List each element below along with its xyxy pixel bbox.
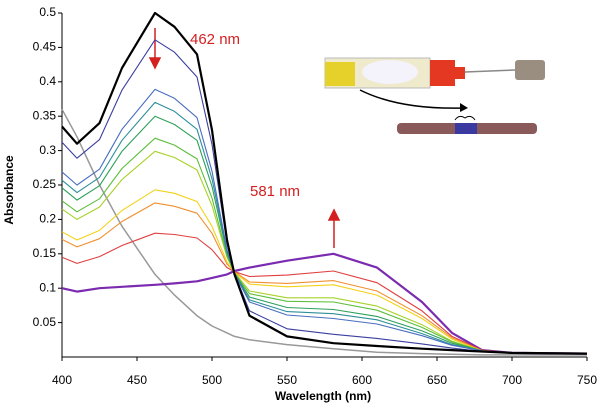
y-tick-label: 0.1 (39, 280, 56, 294)
y-tick-label: 0.05 (33, 315, 57, 329)
spectrum-line (61, 11, 588, 355)
x-tick-label: 450 (127, 373, 147, 387)
spectrum-line (61, 232, 588, 355)
y-tick-label: 0.45 (33, 40, 57, 54)
y-tick-label: 0.25 (33, 177, 57, 191)
inset-photo (324, 57, 545, 134)
annotation: 581 nm (250, 183, 300, 200)
spectrum-line (61, 101, 588, 355)
y-tick-label: 0.2 (39, 212, 56, 226)
x-tick-label: 600 (352, 373, 372, 387)
spectrum-line (61, 137, 588, 355)
x-axis-label: Wavelength (nm) (275, 389, 371, 403)
x-tick-label: 750 (577, 373, 597, 387)
y-tick-label: 0.3 (39, 143, 56, 157)
x-tick-label: 650 (427, 373, 447, 387)
y-tick-label: 0.15 (33, 246, 57, 260)
y-axis-label: Absorbance (2, 155, 16, 225)
annotation: 462 nm (190, 31, 240, 48)
x-tick-label: 700 (502, 373, 522, 387)
x-tick-label: 550 (277, 373, 297, 387)
y-tick-label: 0.5 (39, 5, 56, 19)
x-tick-label: 400 (52, 373, 72, 387)
spectrum-line (61, 252, 588, 355)
spectrum-line (61, 108, 587, 356)
y-tick-label: 0.4 (39, 74, 56, 88)
x-tick-label: 500 (202, 373, 222, 387)
spectrum-line (61, 202, 588, 355)
y-tick-label: 0.35 (33, 108, 57, 122)
arrows (148, 28, 341, 248)
